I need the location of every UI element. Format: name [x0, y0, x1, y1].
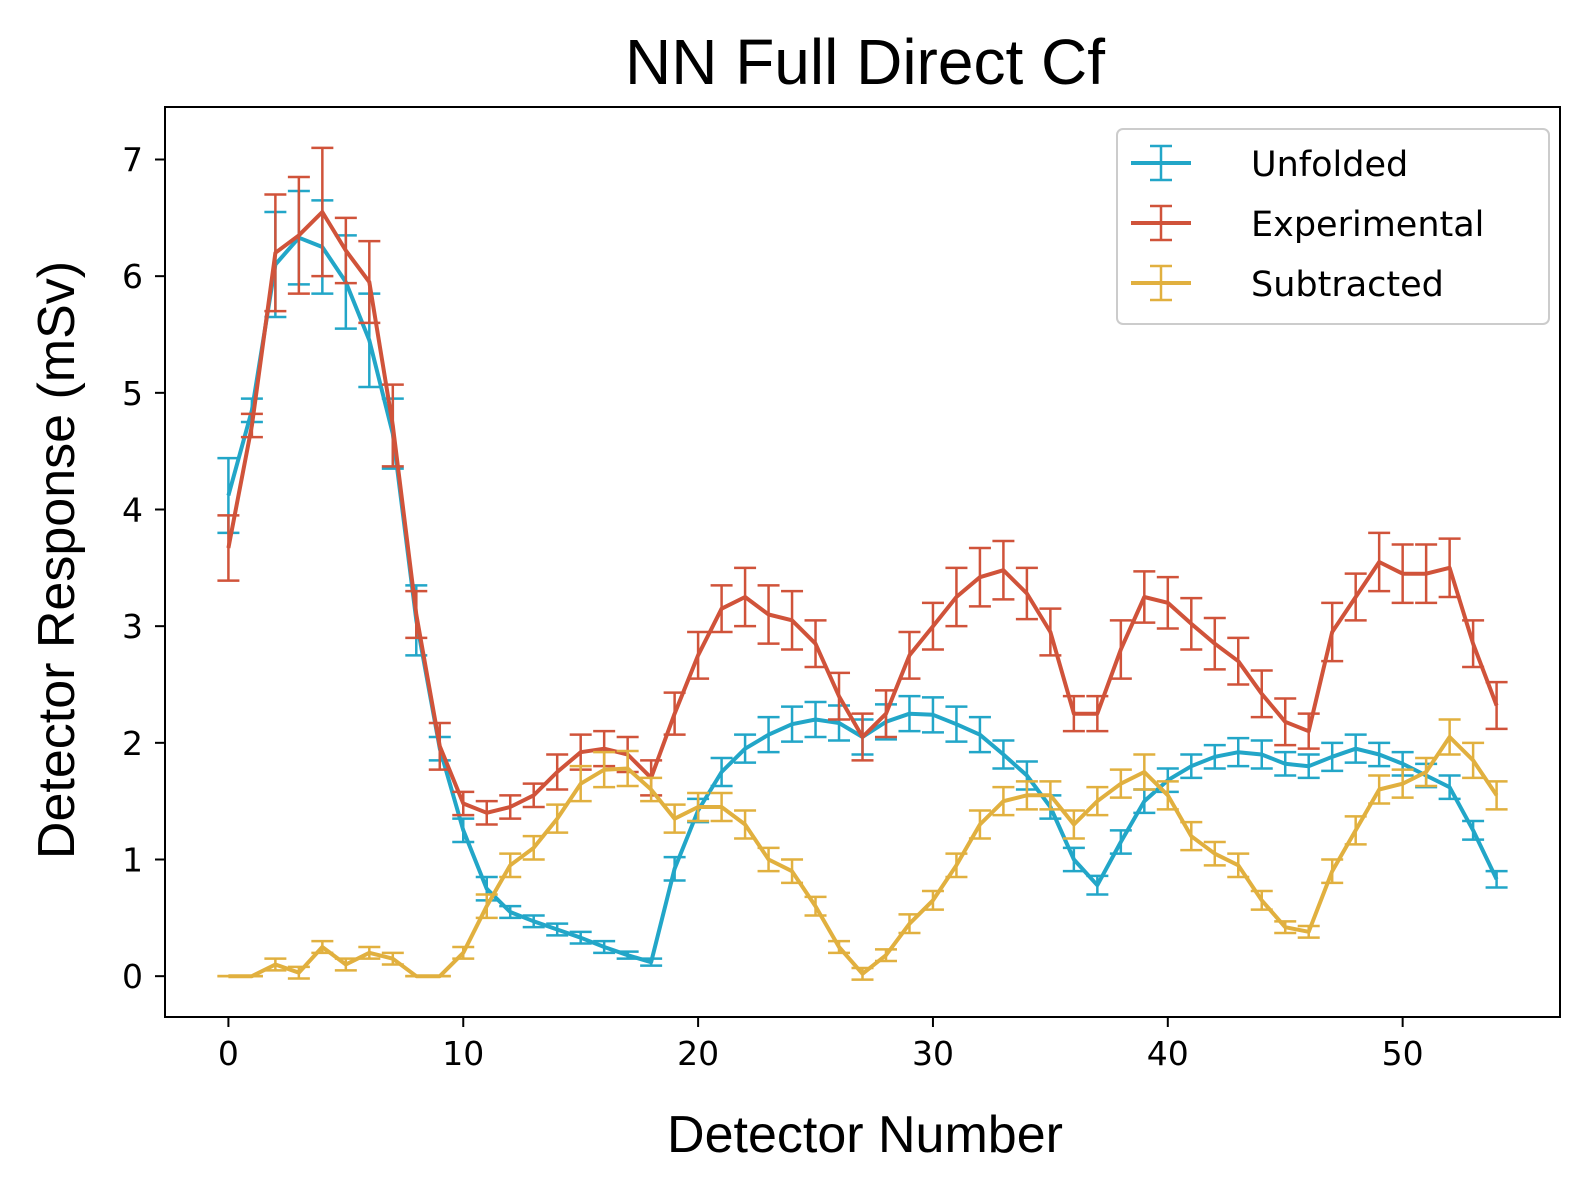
legend-item: Unfolded [1131, 144, 1408, 185]
legend-item: Experimental [1131, 204, 1484, 245]
y-tick-label: 4 [122, 491, 143, 530]
y-tick-label: 1 [122, 841, 143, 880]
y-tick-label: 5 [122, 374, 143, 413]
series-line [228, 735, 1499, 979]
x-tick-label: 10 [442, 1034, 484, 1073]
chart-title: NN Full Direct Cf [625, 26, 1105, 98]
plot-frame [164, 106, 1561, 1018]
x-tick-label: 20 [677, 1034, 719, 1073]
legend-label: Subtracted [1251, 265, 1444, 305]
error-bar [1485, 869, 1508, 889]
series-line [226, 235, 1499, 965]
x-tick-label: 40 [1147, 1034, 1189, 1073]
legend-item: Subtracted [1131, 264, 1444, 305]
y-tick-label: 2 [122, 724, 143, 763]
series-subtracted [217, 718, 1508, 981]
y-tick-label: 0 [122, 957, 143, 996]
y-axis-label: Detector Response (mSv) [28, 261, 86, 859]
x-tick-label: 30 [912, 1034, 954, 1073]
series-layer [217, 146, 1508, 981]
x-tick-label: 0 [218, 1034, 239, 1073]
series-line [226, 210, 1499, 815]
legend-label: Unfolded [1251, 145, 1408, 185]
tick-layer: 0 10 20 30 40 50 0 1 2 3 4 5 6 7 [122, 141, 1424, 1074]
legend: Unfolded Experimental Subtracted [1116, 128, 1550, 325]
y-tick-label: 6 [122, 257, 143, 296]
x-axis-label: Detector Number [667, 1106, 1063, 1164]
x-tick-label: 50 [1382, 1034, 1424, 1073]
y-tick-label: 7 [122, 141, 143, 180]
legend-box [1116, 128, 1550, 325]
legend-label: Experimental [1251, 205, 1484, 245]
y-tick-label: 3 [122, 607, 143, 646]
